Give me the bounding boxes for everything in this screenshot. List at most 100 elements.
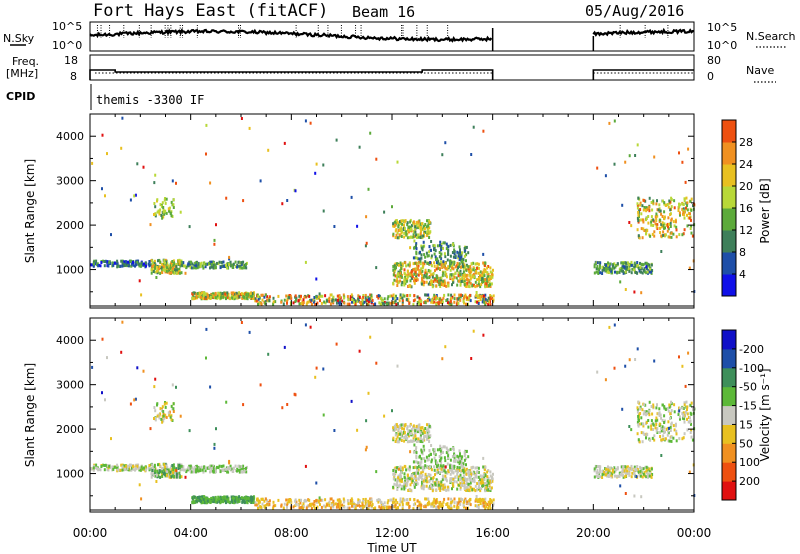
power-cell (392, 232, 395, 236)
power-cell (479, 298, 482, 301)
power-cell (393, 296, 396, 300)
velocity-cell (414, 477, 417, 480)
power-cell (173, 262, 176, 265)
velocity-cell (641, 408, 644, 412)
velocity-cell (200, 465, 203, 469)
velocity-cell (625, 471, 628, 475)
velocity-cell (140, 466, 143, 470)
velocity-cell (299, 501, 302, 505)
velocity-cell (611, 468, 614, 472)
velocity-cell (401, 423, 404, 427)
power-cell (414, 267, 417, 271)
power-cell (399, 220, 401, 224)
velocity-cell (394, 440, 397, 443)
power-cell (639, 201, 642, 205)
velocity-cell (403, 498, 406, 502)
power-cell (667, 227, 670, 231)
velocity-cell (396, 501, 399, 505)
power-cell (399, 275, 402, 279)
velocity-cell (192, 501, 195, 505)
power-cell (439, 245, 442, 249)
power-cell (175, 181, 177, 185)
velocity-cell (484, 465, 487, 469)
power-cell (486, 279, 489, 283)
velocity-cell (424, 464, 427, 468)
velocity-cell (442, 485, 445, 489)
velocity-cell (351, 499, 354, 502)
velocity-cell (490, 477, 493, 481)
velocity-cell (460, 469, 462, 473)
power-cell (626, 261, 629, 265)
power-cell (406, 236, 409, 240)
power-cell (233, 297, 236, 301)
velocity-cell (286, 503, 289, 507)
velocity-cell (161, 467, 164, 471)
power-cell (452, 280, 455, 284)
velocity-cell (142, 369, 145, 373)
power-cell (440, 278, 442, 282)
velocity-cell (394, 424, 396, 428)
power-cell (461, 260, 463, 263)
power-cell (248, 126, 251, 130)
velocity-cell (103, 468, 106, 472)
velocity-cell (268, 499, 271, 503)
velocity-cell (489, 470, 492, 474)
power-cell (482, 269, 485, 273)
power-cell (161, 269, 164, 272)
power-cell (482, 252, 485, 256)
power-cell (442, 279, 445, 283)
velocity-cell (408, 465, 411, 469)
power-cell (413, 226, 416, 230)
velocity-cell (656, 418, 659, 422)
velocity-cell (406, 425, 409, 429)
velocity-cell (650, 474, 652, 478)
power-cell (660, 250, 663, 253)
power-cell (195, 266, 197, 270)
power-cell (465, 268, 468, 272)
power-cell (204, 295, 207, 299)
power-cell (395, 294, 397, 298)
velocity-cell (610, 473, 613, 477)
velocity-cell (348, 506, 351, 510)
velocity-cell (422, 487, 425, 491)
velocity-cell (667, 420, 670, 424)
velocity-cell (249, 498, 252, 502)
power-cell (252, 291, 255, 295)
velocity-cell (670, 439, 673, 443)
power-cell (119, 264, 122, 268)
velocity-cell (257, 507, 259, 510)
power-cell (414, 277, 417, 281)
velocity-cell (245, 500, 248, 504)
velocity-cell (452, 459, 455, 463)
velocity-cell (396, 425, 399, 429)
velocity-cell (403, 427, 405, 431)
velocity-cell (415, 454, 418, 458)
power-cell (652, 201, 655, 205)
velocity-cell (161, 475, 164, 478)
power-cell (650, 201, 653, 204)
velocity-cell (413, 483, 415, 487)
power-cell (112, 263, 115, 267)
power-cell (630, 224, 633, 228)
power-cell (233, 293, 236, 297)
power-cell (123, 264, 126, 267)
nave-tick-top: 80 (707, 54, 721, 67)
power-cell (651, 232, 654, 236)
velocity-cell (408, 505, 411, 509)
velocity-cell (599, 467, 601, 471)
power-cell (417, 257, 420, 261)
power-cell (108, 260, 111, 264)
power-cell (642, 227, 645, 231)
velocity-cell (465, 477, 468, 481)
velocity-cell (188, 429, 191, 433)
power-cell (673, 199, 676, 203)
velocity-cell (652, 405, 655, 409)
velocity-cell (326, 503, 329, 507)
power-ylabel: Slant Range [km] (23, 159, 37, 263)
power-cell (414, 273, 417, 276)
power-cell (436, 296, 439, 300)
power-cell (263, 295, 266, 299)
power-cell (484, 270, 487, 273)
velocity-cell (328, 504, 331, 508)
velocity-cell (380, 502, 383, 506)
